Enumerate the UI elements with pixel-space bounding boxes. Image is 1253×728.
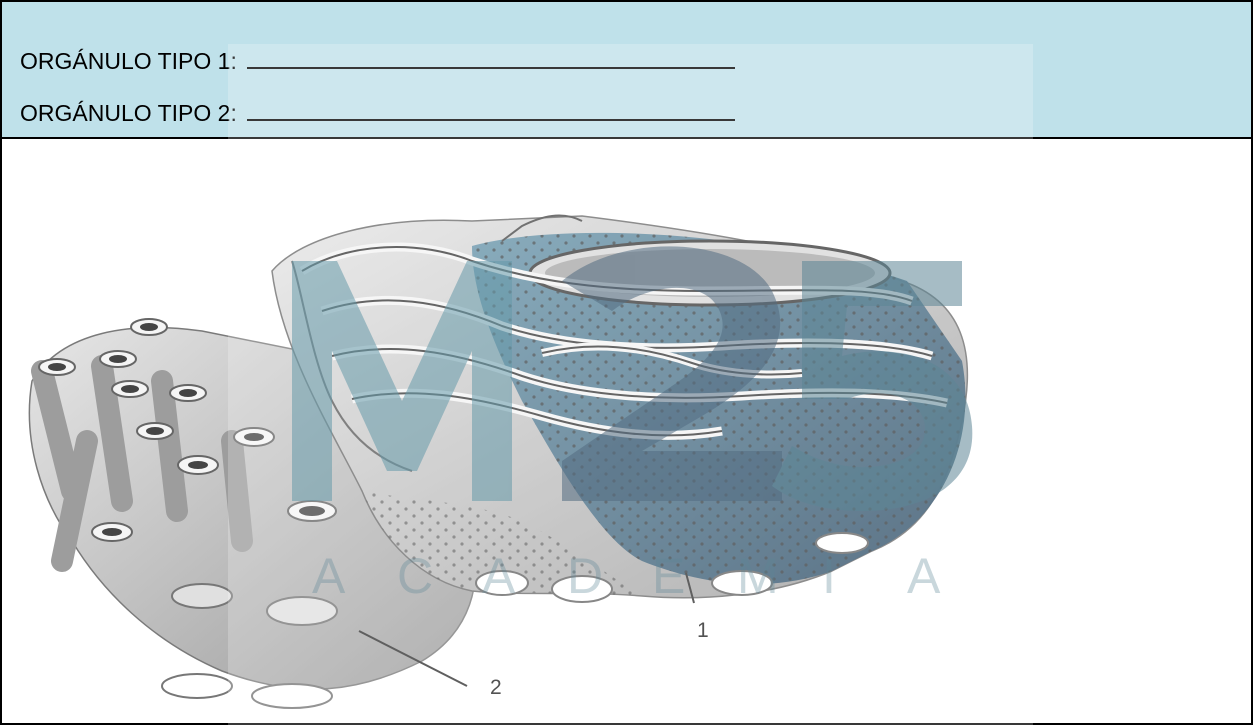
label-1: 1	[697, 619, 709, 642]
organelle-type-2-label: ORGÁNULO TIPO 2:	[20, 100, 237, 126]
watermark-m-shape	[292, 261, 512, 501]
watermark-5-shape	[772, 261, 973, 511]
organelle-type-1-line: ORGÁNULO TIPO 1:	[20, 48, 735, 75]
label-2: 2	[490, 676, 502, 699]
organelle-type-1-label: ORGÁNULO TIPO 1:	[20, 48, 237, 74]
watermark-letter-2: A	[482, 548, 516, 604]
organelle-type-1-blank[interactable]	[246, 49, 735, 69]
watermark-letter-1: C	[397, 548, 433, 604]
watermark-letter-7: A	[907, 548, 941, 604]
organelle-type-2-blank[interactable]	[246, 101, 735, 121]
watermark-2-shape	[562, 246, 782, 501]
pointer-line-2	[358, 630, 468, 687]
pointer-line-1	[685, 572, 695, 604]
watermark-letter-5: M	[737, 548, 779, 604]
watermark-letter-6: I	[822, 548, 836, 604]
watermark-letter-0: A	[312, 548, 346, 604]
question-header: ORGÁNULO TIPO 1: ORGÁNULO TIPO 2:	[2, 2, 1251, 139]
organelle-type-2-line: ORGÁNULO TIPO 2:	[20, 100, 735, 127]
watermark-letter-4: E	[652, 548, 685, 604]
watermark-letter-3: D	[567, 548, 603, 604]
